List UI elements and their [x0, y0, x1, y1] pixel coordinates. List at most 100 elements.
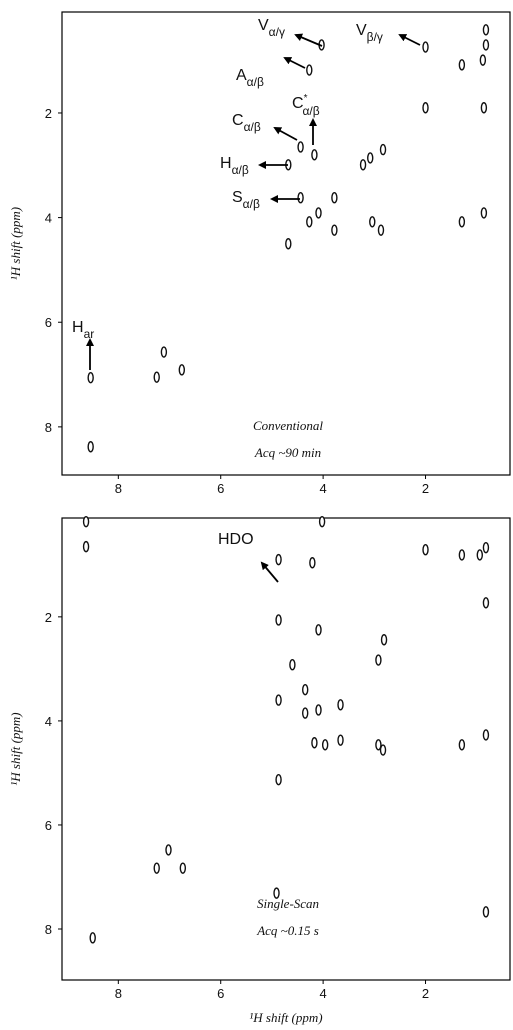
annotation-sub: α/β [243, 197, 260, 211]
peak [380, 634, 388, 646]
method-label: Conventional [253, 418, 323, 433]
peak [297, 192, 304, 204]
annotation-text: C [292, 95, 304, 112]
peak-annotation: Aα/β [236, 67, 264, 89]
peak [311, 737, 318, 749]
peak [306, 64, 313, 76]
peak [458, 59, 466, 71]
peak [309, 557, 316, 569]
peak [87, 441, 94, 453]
annotation-arrow [294, 33, 323, 47]
x-tick-label: 2 [422, 986, 429, 1001]
peak [369, 216, 376, 228]
peak [331, 224, 338, 236]
y-axis-label: ¹H shift (ppm) [8, 207, 23, 280]
peak [458, 549, 466, 561]
y-tick-label: 6 [45, 818, 52, 833]
annotation-sub: α/β [232, 163, 249, 177]
y-tick-label: 2 [45, 106, 52, 121]
peak [160, 346, 168, 358]
peak-annotation: Hα/β [220, 155, 249, 177]
acquisition-label: Acq ~90 min [254, 445, 321, 460]
peak [422, 102, 429, 114]
annotation-text: H [220, 155, 232, 172]
peak [422, 41, 429, 53]
peak-annotation: Sα/β [232, 189, 260, 211]
peak [458, 739, 466, 751]
y-tick-label: 2 [45, 610, 52, 625]
annotation-arrow [398, 34, 421, 46]
x-tick-label: 6 [217, 986, 224, 1001]
x-tick-label: 6 [217, 481, 224, 496]
acquisition-label: Acq ~0.15 s [256, 923, 319, 938]
annotation-sub: α/β [302, 104, 319, 118]
peak [302, 707, 309, 719]
annotation-sub: β/γ [367, 30, 383, 44]
peak [178, 364, 186, 376]
peak [318, 515, 326, 528]
peak [482, 729, 490, 741]
peak [297, 141, 304, 153]
peak [422, 544, 429, 556]
method-label: Single-Scan [257, 896, 319, 911]
peak [482, 597, 490, 609]
peak [315, 704, 322, 716]
y-tick-label: 6 [45, 315, 52, 330]
x-axis-label: ¹H shift (ppm) [249, 1010, 322, 1025]
peak [153, 862, 160, 874]
peak [476, 549, 483, 561]
annotation-arrow [273, 127, 298, 141]
annotation-text: H [72, 319, 84, 336]
peak-annotation: HDO [218, 531, 254, 548]
peak [479, 54, 487, 66]
peak [82, 540, 90, 553]
y-tick-label: 8 [45, 922, 52, 937]
peak [302, 683, 309, 696]
peak [480, 102, 488, 114]
annotation-text: HDO [218, 531, 254, 548]
plot-frame [61, 517, 511, 981]
peak [87, 371, 94, 384]
y-tick-label: 4 [45, 714, 52, 729]
peak-annotation: Vβ/γ [356, 22, 383, 44]
peak [379, 744, 387, 756]
peak [377, 224, 385, 236]
peak [482, 906, 490, 918]
peak [315, 207, 322, 219]
annotation-text: C [232, 112, 244, 129]
x-tick-label: 8 [115, 481, 122, 496]
peak-annotation: Har [72, 319, 94, 341]
annotation-sub: ar [84, 327, 95, 341]
plot-frame [61, 11, 511, 476]
annotation-text: S [232, 189, 243, 206]
peak [359, 159, 367, 171]
peak [375, 654, 382, 666]
peak [321, 739, 329, 751]
peak [306, 216, 313, 228]
peak [367, 152, 374, 164]
y-axis-label: ¹H shift (ppm) [8, 712, 23, 785]
peak [82, 515, 90, 528]
annotation-text: V [356, 22, 367, 39]
peak [337, 699, 344, 711]
peak-annotation: Vα/γ [258, 17, 285, 39]
peak [289, 659, 296, 671]
peak [285, 238, 292, 250]
peak [89, 932, 96, 944]
annotation-arrow [283, 57, 306, 69]
peak [179, 862, 187, 874]
peak [153, 371, 160, 383]
x-tick-label: 8 [115, 986, 122, 1001]
x-tick-label: 2 [422, 481, 429, 496]
peak [273, 887, 280, 899]
x-tick-label: 4 [320, 986, 327, 1001]
peak [315, 624, 322, 636]
annotation-sub: α/β [247, 75, 264, 89]
peak [458, 216, 466, 228]
peak-annotation: C* α/β [292, 93, 320, 118]
annotation-sub: α/β [244, 120, 261, 134]
peak [482, 541, 490, 554]
peak [482, 39, 490, 51]
peak [275, 773, 282, 786]
